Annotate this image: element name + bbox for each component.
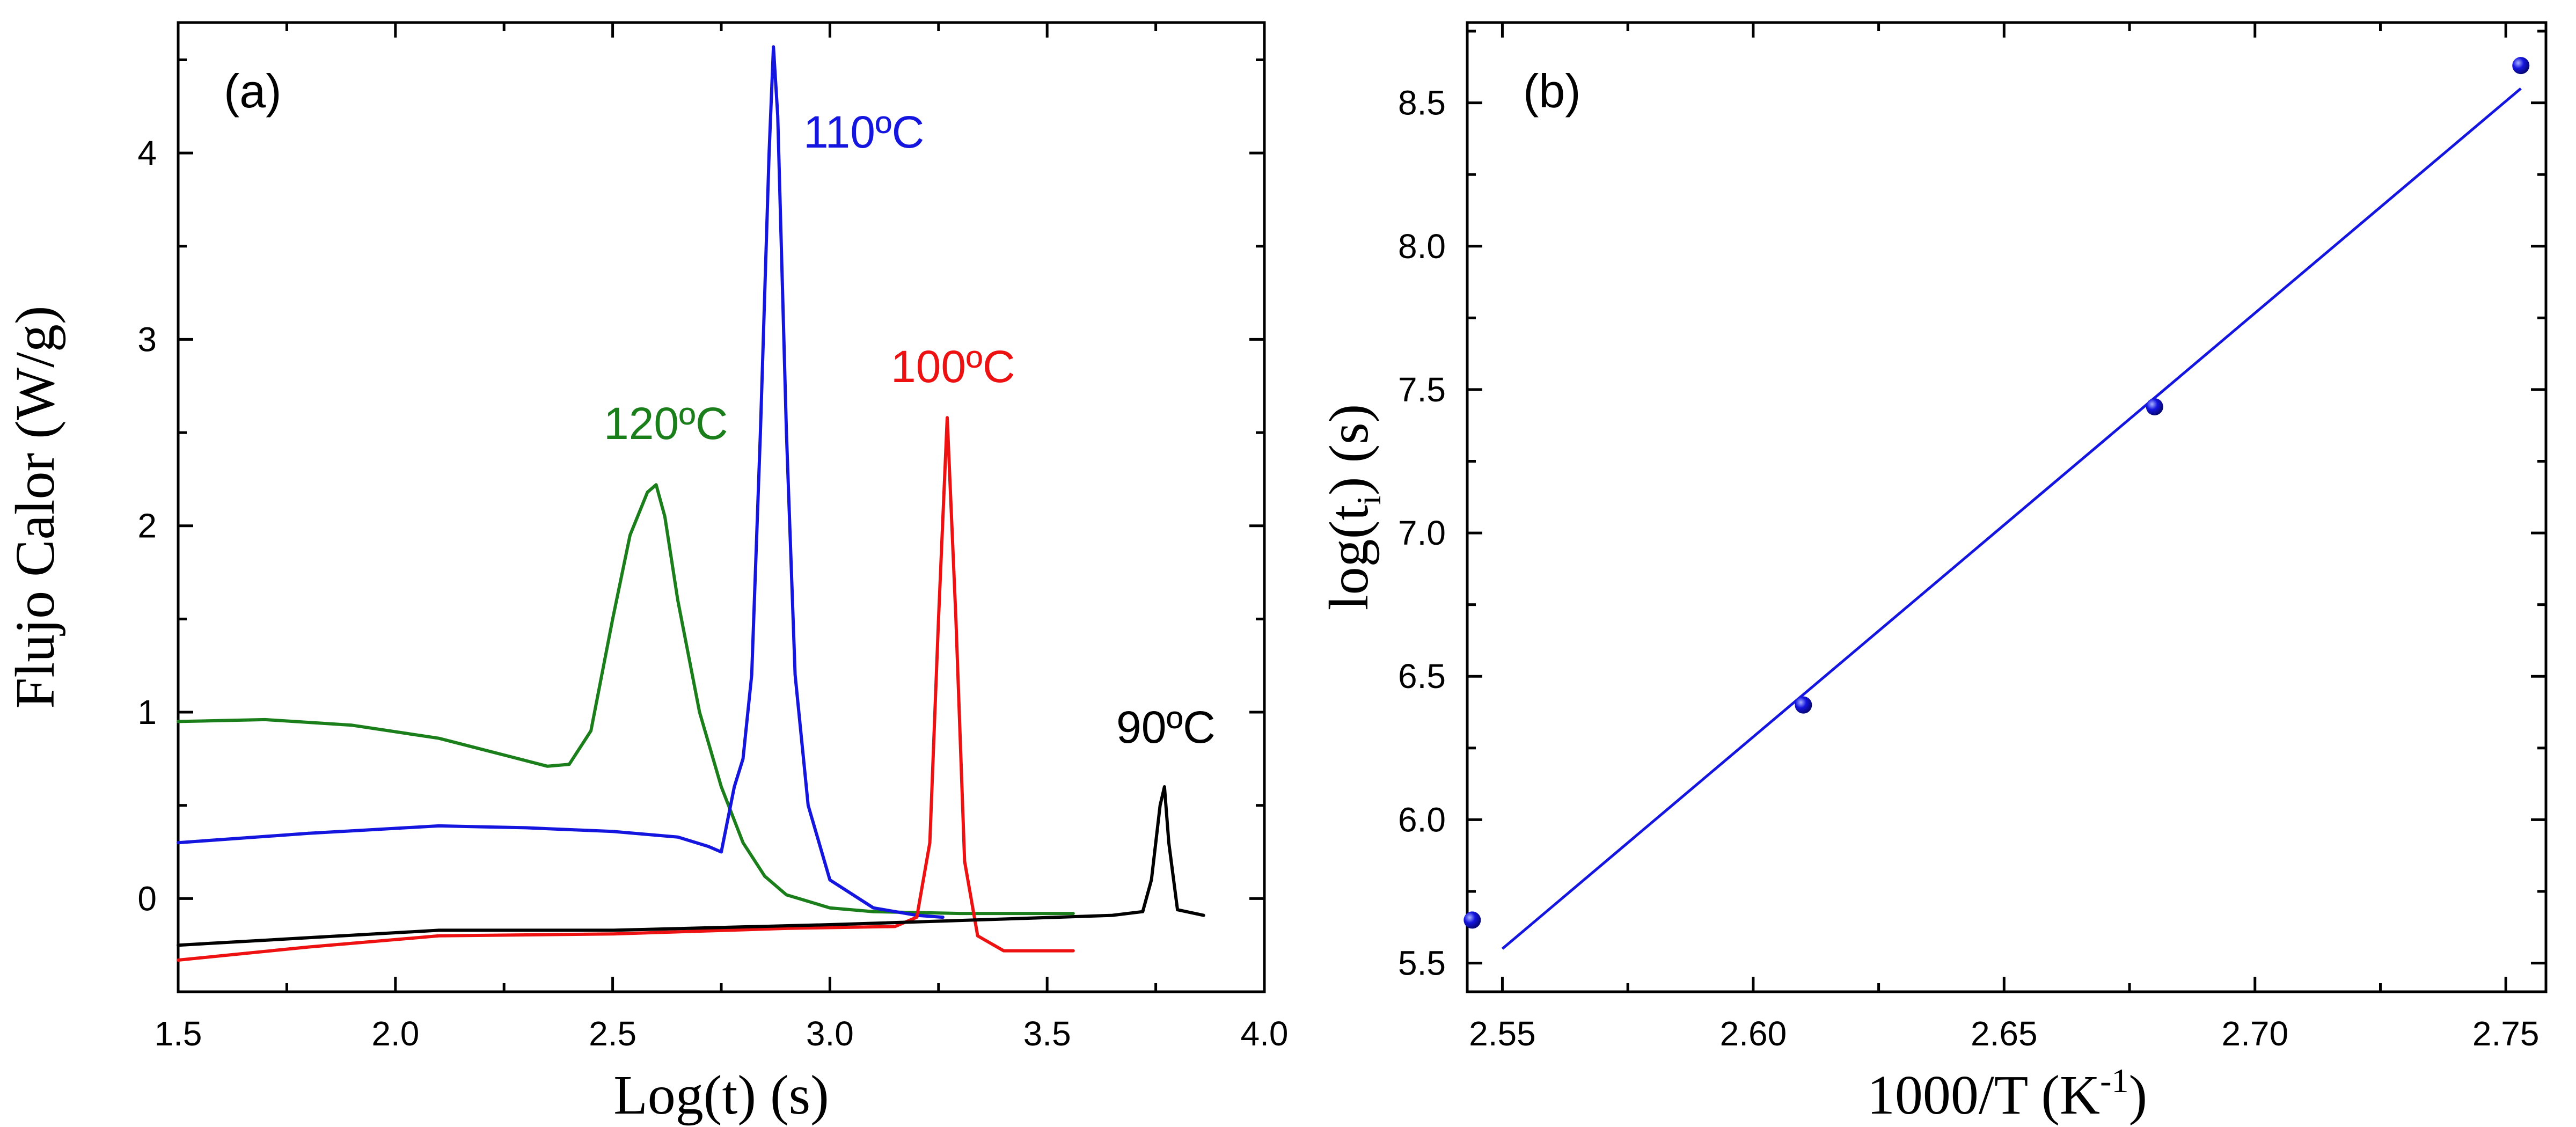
a-xtick-label: 1.5 [155, 1014, 202, 1053]
b-ytick-label: 5.5 [1398, 944, 1446, 983]
a-ytick-label: 0 [137, 879, 157, 918]
panel-b-label: (b) [1523, 64, 1581, 118]
panel-b-xlabel: 1000/T (K-1) [1867, 1062, 2147, 1126]
b-ytick-label: 8.0 [1398, 227, 1446, 266]
data-point [2512, 57, 2530, 75]
panel-a-xlabel: Log(t) (s) [613, 1064, 829, 1126]
b-xtick-label: 2.55 [1469, 1014, 1536, 1053]
panel-b-chart: 2.55 2.60 2.65 2.70 2.75 5.5 6.0 6.5 7.0 7.5 8.0 8.… [1318, 21, 2548, 1126]
b-xtick-label: 2.75 [2472, 1014, 2540, 1053]
series-label-110c: 110ºC [803, 107, 924, 157]
series-line-100c [177, 416, 1075, 962]
a-ytick-label: 3 [137, 320, 157, 358]
b-ytick-label: 7.5 [1398, 370, 1446, 409]
b-xtick-label: 2.65 [1971, 1014, 2038, 1053]
panel-a-label: (a) [224, 64, 282, 118]
panel-b-frame [1466, 21, 2548, 993]
series-label-90c: 90ºC [1116, 702, 1216, 752]
series-line-110c [177, 45, 945, 919]
a-ytick-label: 2 [137, 507, 157, 545]
fit-line [1501, 87, 2522, 950]
b-ytick-label: 7.0 [1398, 514, 1446, 552]
panel-a-ylabel: Flujo Calor (W/g) [4, 305, 66, 708]
data-point [1463, 911, 1481, 929]
a-ytick-label: 4 [137, 134, 157, 172]
series-label-100c: 100ºC [891, 341, 1015, 392]
panel-b-xlabel-main: 1000/T (K [1867, 1064, 2100, 1126]
series-line-90c [177, 785, 1205, 947]
b-ytick-label: 8.5 [1398, 84, 1446, 122]
panel-b-ylabel-main: log(t [1318, 505, 1380, 611]
panel-b-xlabel-end: ) [2128, 1064, 2147, 1126]
data-point [2146, 398, 2163, 415]
b-ytick-label: 6.5 [1398, 657, 1446, 696]
a-xtick-label: 2.0 [371, 1014, 419, 1053]
a-xtick-label: 4.0 [1241, 1014, 1289, 1053]
b-xtick-label: 2.60 [1720, 1014, 1787, 1053]
series-line-120c [177, 483, 1075, 916]
data-point [1795, 696, 1812, 714]
panel-b-ylabel: log(ti) (s) [1318, 404, 1388, 611]
panel-b-ylabel-sub: i [1350, 495, 1388, 505]
series-label-120c: 120ºC [604, 398, 728, 449]
panel-b-xlabel-sup: -1 [2100, 1062, 2128, 1100]
b-xtick-label: 2.70 [2221, 1014, 2288, 1053]
a-xtick-label: 3.0 [806, 1014, 854, 1053]
a-ytick-label: 1 [137, 693, 157, 731]
b-ytick-label: 6.0 [1398, 800, 1446, 839]
a-xtick-label: 3.5 [1023, 1014, 1071, 1053]
panel-b-ylabel-end: ) (s) [1318, 404, 1380, 495]
a-xtick-label: 2.5 [589, 1014, 636, 1053]
